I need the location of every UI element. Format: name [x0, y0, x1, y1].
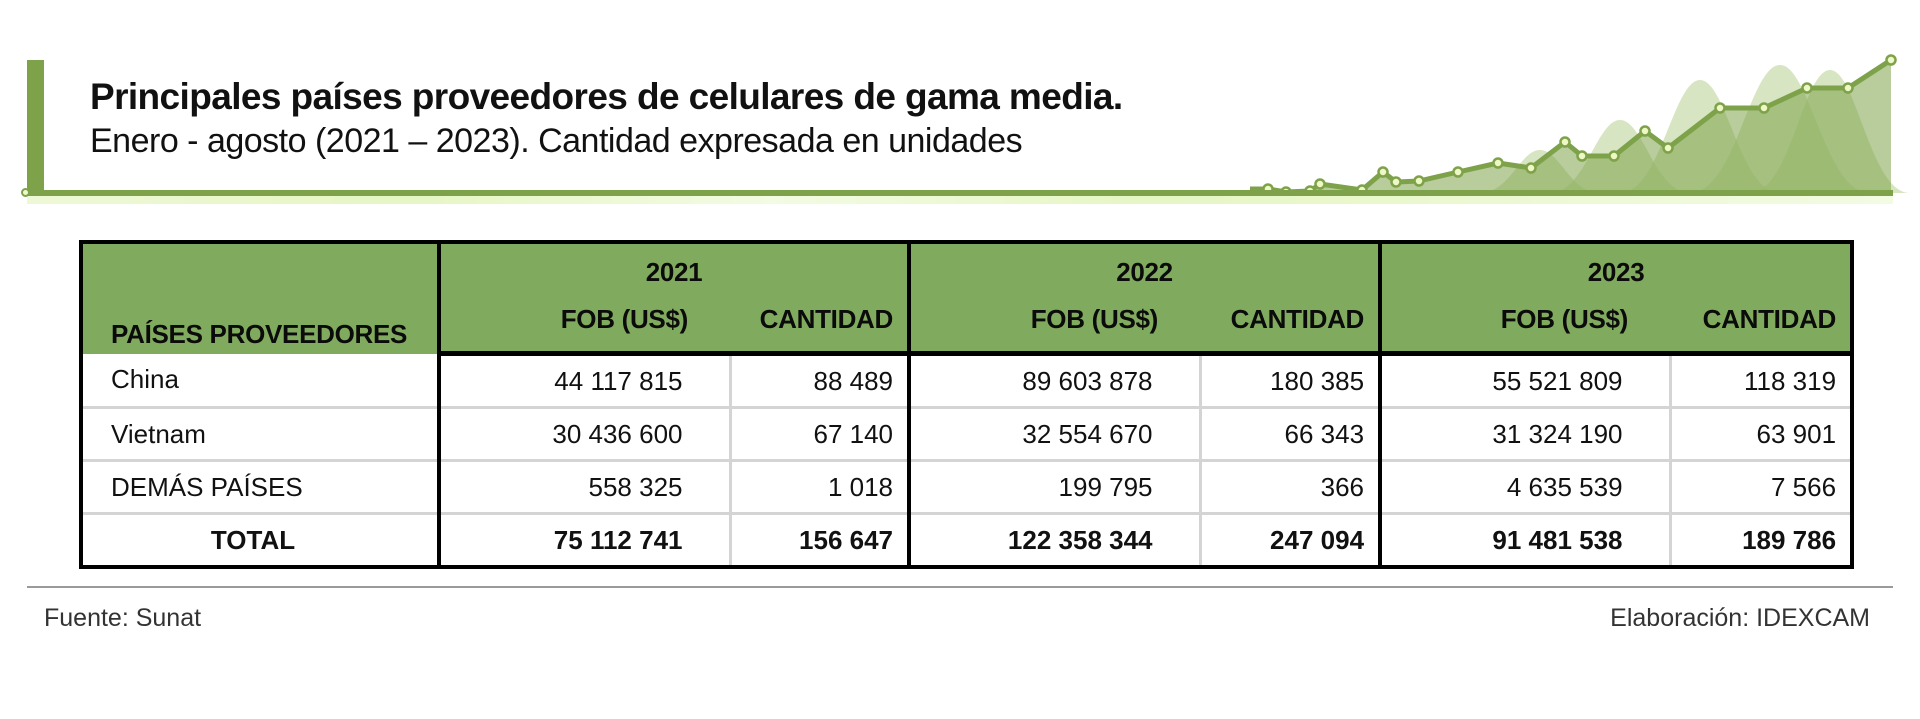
column-header-year-2023: 2023	[1380, 242, 1855, 292]
column-header-fob-2021: FOB (US$)	[439, 292, 730, 356]
column-header-year-2022: 2022	[909, 242, 1383, 292]
qty-cell: 1 018	[730, 460, 912, 515]
fob-cell: 30 436 600	[439, 407, 732, 462]
total-qty-2023: 189 786	[1670, 513, 1855, 567]
fob-cell: 89 603 878	[909, 353, 1202, 409]
accent-bar	[27, 60, 44, 196]
fob-cell: 55 521 809	[1380, 353, 1672, 409]
sparkline-point	[1576, 150, 1588, 162]
total-fob-2022: 122 358 344	[909, 513, 1202, 567]
total-fob-2021: 75 112 741	[439, 513, 732, 567]
sparkline-point	[1639, 125, 1651, 137]
sparkline-wave	[1620, 80, 1780, 193]
sparkline-point	[1758, 102, 1770, 114]
source-note: Fuente: Sunat	[44, 604, 202, 632]
baseline-rule	[27, 190, 1893, 196]
sparkline-point	[1801, 82, 1813, 94]
total-row: TOTAL 75 112 741 156 647 122 358 344 247…	[81, 513, 1855, 567]
total-qty-2022: 247 094	[1200, 513, 1383, 567]
fob-cell: 44 117 815	[439, 353, 732, 409]
sparkline-point	[1377, 166, 1389, 178]
qty-cell: 66 343	[1200, 407, 1383, 462]
qty-cell: 63 901	[1670, 407, 1855, 462]
sparkline-wave	[1690, 65, 1870, 193]
fob-cell: 558 325	[439, 460, 732, 515]
footer-divider	[27, 586, 1893, 588]
sparkline-point	[1452, 166, 1464, 178]
qty-cell: 118 319	[1670, 353, 1855, 409]
qty-cell: 88 489	[730, 353, 912, 409]
qty-cell: 67 140	[730, 407, 912, 462]
sparkline-wave	[1480, 150, 1600, 193]
sparkline-wave	[1550, 120, 1690, 193]
sparkline-point	[1559, 136, 1571, 148]
sparkline-point	[1842, 82, 1854, 94]
column-header-country: PAÍSES PROVEEDORES	[81, 242, 441, 354]
sparkline-point	[1714, 102, 1726, 114]
sparkline-wave	[1750, 70, 1910, 193]
fob-cell: 4 635 539	[1380, 460, 1672, 515]
table-row: DEMÁS PAÍSES 558 325 1 018 199 795 366 4…	[81, 460, 1855, 515]
sparkline-area	[1250, 60, 1891, 193]
column-header-year-2021: 2021	[439, 242, 912, 292]
qty-cell: 7 566	[1670, 460, 1855, 515]
suppliers-table: PAÍSES PROVEEDORES 2021 2022 2023 FOB (U…	[79, 240, 1855, 569]
sparkline-point	[1314, 178, 1326, 190]
baseline-dot-icon	[21, 188, 30, 197]
column-header-qty-2022: CANTIDAD	[1200, 292, 1383, 356]
sparkline-point	[1885, 54, 1897, 66]
page-title: Principales países proveedores de celula…	[90, 76, 1123, 117]
sparkline-point	[1662, 142, 1674, 154]
qty-cell: 180 385	[1200, 353, 1383, 409]
page-subtitle: Enero - agosto (2021 – 2023). Cantidad e…	[90, 122, 1023, 160]
column-header-qty-2021: CANTIDAD	[730, 292, 912, 356]
sparkline-point	[1390, 176, 1402, 188]
sparkline-line	[1250, 57, 1893, 195]
baseline-glow	[27, 196, 1893, 204]
sparkline-point	[1525, 162, 1537, 174]
total-fob-2023: 91 481 538	[1380, 513, 1672, 567]
sparkline-point	[1608, 150, 1620, 162]
column-header-fob-2022: FOB (US$)	[909, 292, 1201, 356]
sparkline-point	[1492, 157, 1504, 169]
qty-cell: 366	[1200, 460, 1383, 515]
country-cell: DEMÁS PAÍSES	[81, 460, 441, 515]
column-header-fob-2023: FOB (US$)	[1380, 292, 1671, 356]
credit-note: Elaboración: IDEXCAM	[1610, 604, 1870, 632]
sparkline-point	[1413, 175, 1425, 187]
country-cell: Vietnam	[81, 407, 441, 462]
table-row: Vietnam 30 436 600 67 140 32 554 670 66 …	[81, 407, 1855, 462]
column-header-qty-2023: CANTIDAD	[1670, 292, 1855, 356]
fob-cell: 199 795	[909, 460, 1202, 515]
fob-cell: 32 554 670	[909, 407, 1202, 462]
total-label: TOTAL	[81, 513, 441, 567]
country-cell: China	[81, 353, 441, 409]
table-row: China 44 117 815 88 489 89 603 878 180 3…	[81, 353, 1855, 409]
fob-cell: 31 324 190	[1380, 407, 1672, 462]
total-qty-2021: 156 647	[730, 513, 912, 567]
